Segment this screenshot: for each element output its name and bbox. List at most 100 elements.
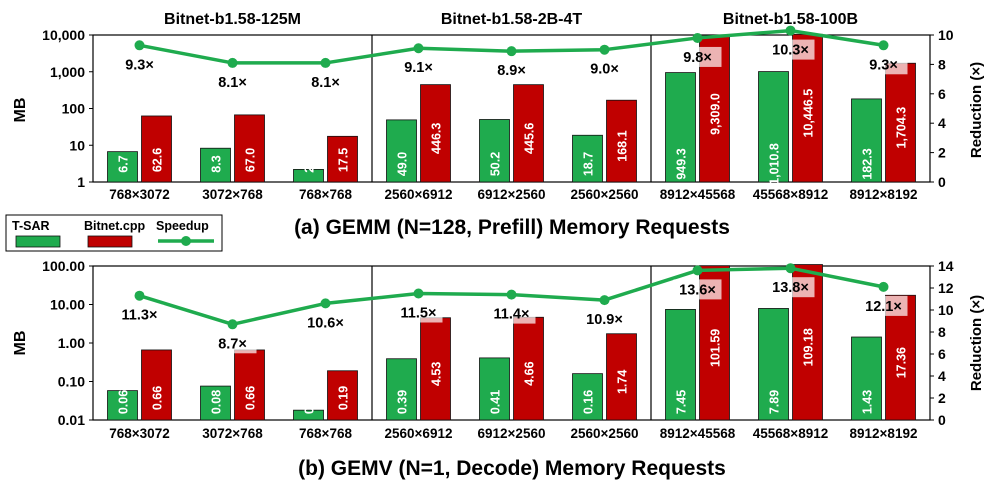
- y2-tick-label: 12: [938, 280, 954, 296]
- speedup-point: [506, 289, 517, 300]
- speedup-point: [506, 46, 517, 57]
- speedup-point: [785, 25, 796, 36]
- x-tick-label: 768×768: [299, 426, 352, 441]
- tsar-value-label: 1.43: [861, 390, 875, 414]
- speedup-label-bg: [859, 54, 908, 75]
- tsar-bar: [758, 308, 789, 421]
- tsar-value-label: 1,010.8: [768, 143, 782, 185]
- bitnet-value-label: 4.66: [523, 361, 537, 385]
- speedup-label-bg: [115, 304, 164, 325]
- speedup-label-bg: [301, 312, 350, 333]
- bitnet-bar: [420, 84, 451, 183]
- tsar-value-label: 949.3: [675, 148, 689, 179]
- y2-tick-label: 10: [938, 302, 954, 318]
- speedup-label-bg: [487, 60, 536, 81]
- y-tick-label: 10.00: [50, 297, 85, 313]
- bitnet-value-label: 445.6: [523, 123, 537, 154]
- tsar-value-label: 8.3: [210, 155, 224, 172]
- speedup-value-label: 13.8×: [772, 280, 809, 296]
- bitnet-bar: [141, 115, 172, 183]
- bitnet-value-label: 101.59: [709, 329, 723, 367]
- tsar-value-label: 0.41: [489, 390, 503, 414]
- speedup-label-bg: [301, 71, 350, 92]
- tsar-bar: [479, 119, 510, 183]
- bitnet-value-label: 62.6: [151, 148, 165, 172]
- tsar-bar: [572, 373, 603, 421]
- speedup-point: [785, 263, 796, 274]
- speedup-value-label: 8.1×: [218, 75, 247, 91]
- y-axis-label: MB: [12, 331, 29, 356]
- speedup-value-label: 9.3×: [869, 57, 898, 73]
- y2-tick-label: 2: [938, 145, 946, 161]
- speedup-value-label: 11.3×: [122, 308, 158, 324]
- y-tick-label: 10,000: [42, 27, 85, 43]
- bitnet-value-label: 17.5: [337, 148, 351, 172]
- group-title: Bitnet-b1.58-100B: [723, 11, 858, 28]
- y-tick-label: 100: [62, 101, 86, 117]
- bitnet-value-label: 9,309.0: [709, 93, 723, 135]
- x-tick-label: 8912×8192: [850, 426, 918, 441]
- tsar-bar: [665, 72, 696, 183]
- speedup-label-bg: [394, 57, 443, 78]
- legend-label: Speedup: [156, 219, 209, 233]
- legend: T-SAR Bitnet.cpp Speedup: [5, 214, 223, 252]
- tsar-bar: [479, 357, 510, 421]
- bitnet-value-label: 10,446.5: [802, 89, 816, 138]
- y2-tick-label: 6: [938, 86, 946, 102]
- speedup-label-bg: [208, 333, 257, 354]
- speedup-value-label: 10.3×: [772, 43, 809, 59]
- y-tick-label: 1,000: [50, 64, 85, 80]
- speedup-value-label: 9.3×: [125, 57, 154, 73]
- tsar-value-label: 0.08: [210, 390, 224, 414]
- bitnet-bar: [606, 99, 637, 183]
- y2-axis-label: Reduction (×): [968, 62, 985, 158]
- tsar-bar: [386, 119, 417, 183]
- speedup-value-label: 11.5×: [401, 306, 437, 322]
- speedup-point: [320, 57, 331, 68]
- speedup-label-bg: [673, 279, 722, 300]
- speedup-value-label: 9.0×: [590, 62, 619, 78]
- chart-panel-gemv: 0.01 0.10 1.00 10.00 100.00 0 2 4 6 8 10 12 14 MB Redu…: [12, 258, 985, 480]
- bitnet-bar: [234, 114, 265, 183]
- y2-tick-label: 0: [938, 412, 946, 428]
- x-tick-label: 45568×8912: [753, 187, 828, 202]
- legend-swatch-bar: [15, 235, 61, 248]
- y2-tick-label: 8: [938, 324, 946, 340]
- speedup-point: [227, 57, 238, 68]
- x-tick-label: 45568×8912: [753, 426, 828, 441]
- bitnet-value-label: 17.36: [895, 347, 909, 378]
- x-tick-label: 2560×6912: [385, 187, 453, 202]
- speedup-label-bg: [766, 277, 815, 298]
- tsar-bar: [851, 336, 882, 421]
- tsar-value-label: 0.00: [303, 390, 317, 414]
- tsar-value-label: 7.45: [675, 390, 689, 414]
- speedup-point: [599, 295, 610, 306]
- group-title: Bitnet-b1.58-125M: [164, 11, 301, 28]
- x-tick-label: 2560×2560: [571, 426, 639, 441]
- tsar-value-label: 0.06: [117, 390, 131, 414]
- speedup-label-bg: [115, 54, 164, 75]
- x-tick-label: 768×3072: [109, 426, 169, 441]
- speedup-point: [413, 43, 424, 54]
- bitnet-bar: [606, 333, 637, 421]
- tsar-value-label: 49.0: [396, 152, 410, 176]
- group-title: Bitnet-b1.58-2B-4T: [441, 11, 583, 28]
- x-tick-label: 3072×768: [202, 187, 263, 202]
- bitnet-bar: [327, 135, 358, 183]
- x-tick-label: 8912×45568: [660, 187, 736, 202]
- speedup-point: [413, 288, 424, 299]
- tsar-value-label: 6.7: [117, 155, 131, 172]
- tsar-bar: [851, 98, 882, 183]
- legend-swatch-point: [181, 236, 191, 246]
- x-tick-label: 768×768: [299, 187, 352, 202]
- x-tick-label: 2560×6912: [385, 426, 453, 441]
- bitnet-bar: [141, 349, 172, 421]
- bitnet-value-label: 1,704.3: [895, 107, 909, 149]
- y2-tick-label: 2: [938, 390, 946, 406]
- speedup-value-label: 10.9×: [586, 312, 623, 328]
- bitnet-value-label: 446.3: [430, 123, 444, 154]
- tsar-value-label: 2.2: [303, 155, 317, 172]
- speedup-point: [599, 44, 610, 55]
- tsar-bar: [200, 385, 231, 421]
